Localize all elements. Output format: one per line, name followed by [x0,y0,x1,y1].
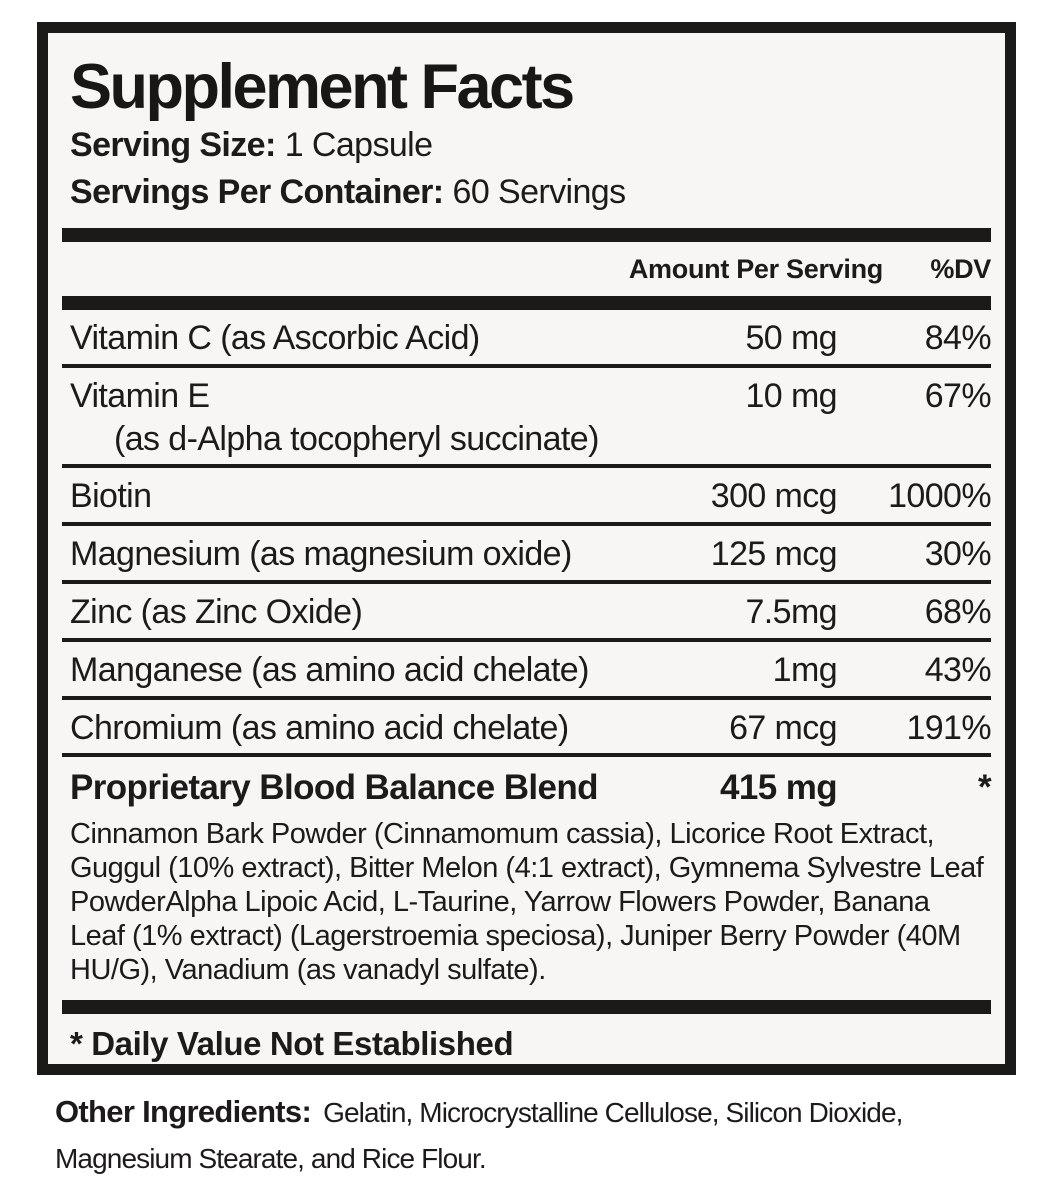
blend-name: Proprietary Blood Balance Blend [70,768,599,808]
amount-per-serving-header: Amount Per Serving [628,253,883,284]
nutrient-amount: 50 mg [745,319,838,358]
other-ingredients-label: Other Ingredients: [55,1094,312,1129]
serving-size-line: Serving Size: 1 Capsule [62,125,991,166]
nutrient-name: Zinc (as Zinc Oxide) [70,593,363,632]
nutrient-name: Vitamin E (as d-Alpha tocopheryl succina… [70,376,746,460]
nutrient-dv: 30% [924,535,992,574]
divider-thick-bottom [62,1000,991,1015]
nutrient-name: Vitamin C (as Ascorbic Acid) [70,319,480,358]
divider-thick-header [62,296,991,311]
nutrient-dv: 67% [924,376,992,415]
nutrient-dv: 84% [924,319,992,358]
nutrient-dv: 1000% [888,477,991,516]
nutrient-dv: 191% [906,708,991,747]
table-row: Vitamin E (as d-Alpha tocopheryl succina… [62,368,992,469]
blend-amount: 415 mg [719,768,838,808]
nutrient-amount: 10 mg [745,376,838,415]
table-row: Zinc (as Zinc Oxide) 7.5mg 68% [62,584,992,642]
table-row: Biotin 300 mcg 1000% [62,468,992,527]
nutrient-dv: 43% [924,650,992,689]
supplement-facts-panel: Supplement Facts Serving Size: 1 Capsule … [37,22,1016,1075]
dv-header: %DV [930,253,991,284]
proprietary-blend-row: Proprietary Blood Balance Blend 415 mg *… [62,757,992,1000]
serving-size-label: Serving Size: [70,126,276,165]
servings-per-container-value: 60 Servings [452,172,627,211]
nutrient-amount: 67 mcg [729,708,838,747]
other-ingredients: Other Ingredients: Gelatin, Microcrystall… [55,1087,1010,1181]
proprietary-blend-header: Proprietary Blood Balance Blend 415 mg * [70,767,992,809]
table-row: Manganese (as amino acid chelate) 1mg 43… [62,642,992,700]
other-ingredients-value: Gelatin, Microcrystalline Cellulose, Sil… [55,1097,903,1174]
divider-thick-top [62,228,991,243]
blend-dv: * [977,768,992,808]
panel-title: Supplement Facts [70,52,575,122]
table-header-row: Amount Per Serving %DV [62,242,991,296]
servings-per-container-label: Servings Per Container: [70,172,444,211]
nutrient-name-main: Vitamin E [70,376,210,415]
blend-description: Cinnamon Bark Powder (Cinnamomum cassia)… [70,818,984,987]
nutrient-amount: 125 mcg [710,535,838,574]
table-row: Chromium (as amino acid chelate) 67 mcg … [62,700,992,758]
nutrient-name-sub: (as d-Alpha tocopheryl succinate) [114,419,599,458]
nutrient-name: Manganese (as amino acid chelate) [70,650,589,689]
nutrient-amount: 300 mcg [710,477,838,516]
daily-value-footnote: * Daily Value Not Established [70,1025,514,1063]
nutrient-amount: 1mg [772,650,838,689]
nutrient-name: Magnesium (as magnesium oxide) [70,535,572,574]
table-row: Vitamin C (as Ascorbic Acid) 50 mg 84% [62,310,992,368]
nutrient-amount: 7.5mg [745,593,838,632]
nutrient-name: Biotin [70,477,152,516]
nutrient-dv: 68% [924,593,992,632]
serving-size-value: 1 Capsule [284,126,433,165]
table-row: Magnesium (as magnesium oxide) 125 mcg 3… [62,526,992,585]
nutrient-name: Chromium (as amino acid chelate) [70,708,569,747]
servings-per-container-line: Servings Per Container: 60 Servings [62,172,991,213]
nutrient-table: Vitamin C (as Ascorbic Acid) 50 mg 84% V… [62,310,992,1000]
